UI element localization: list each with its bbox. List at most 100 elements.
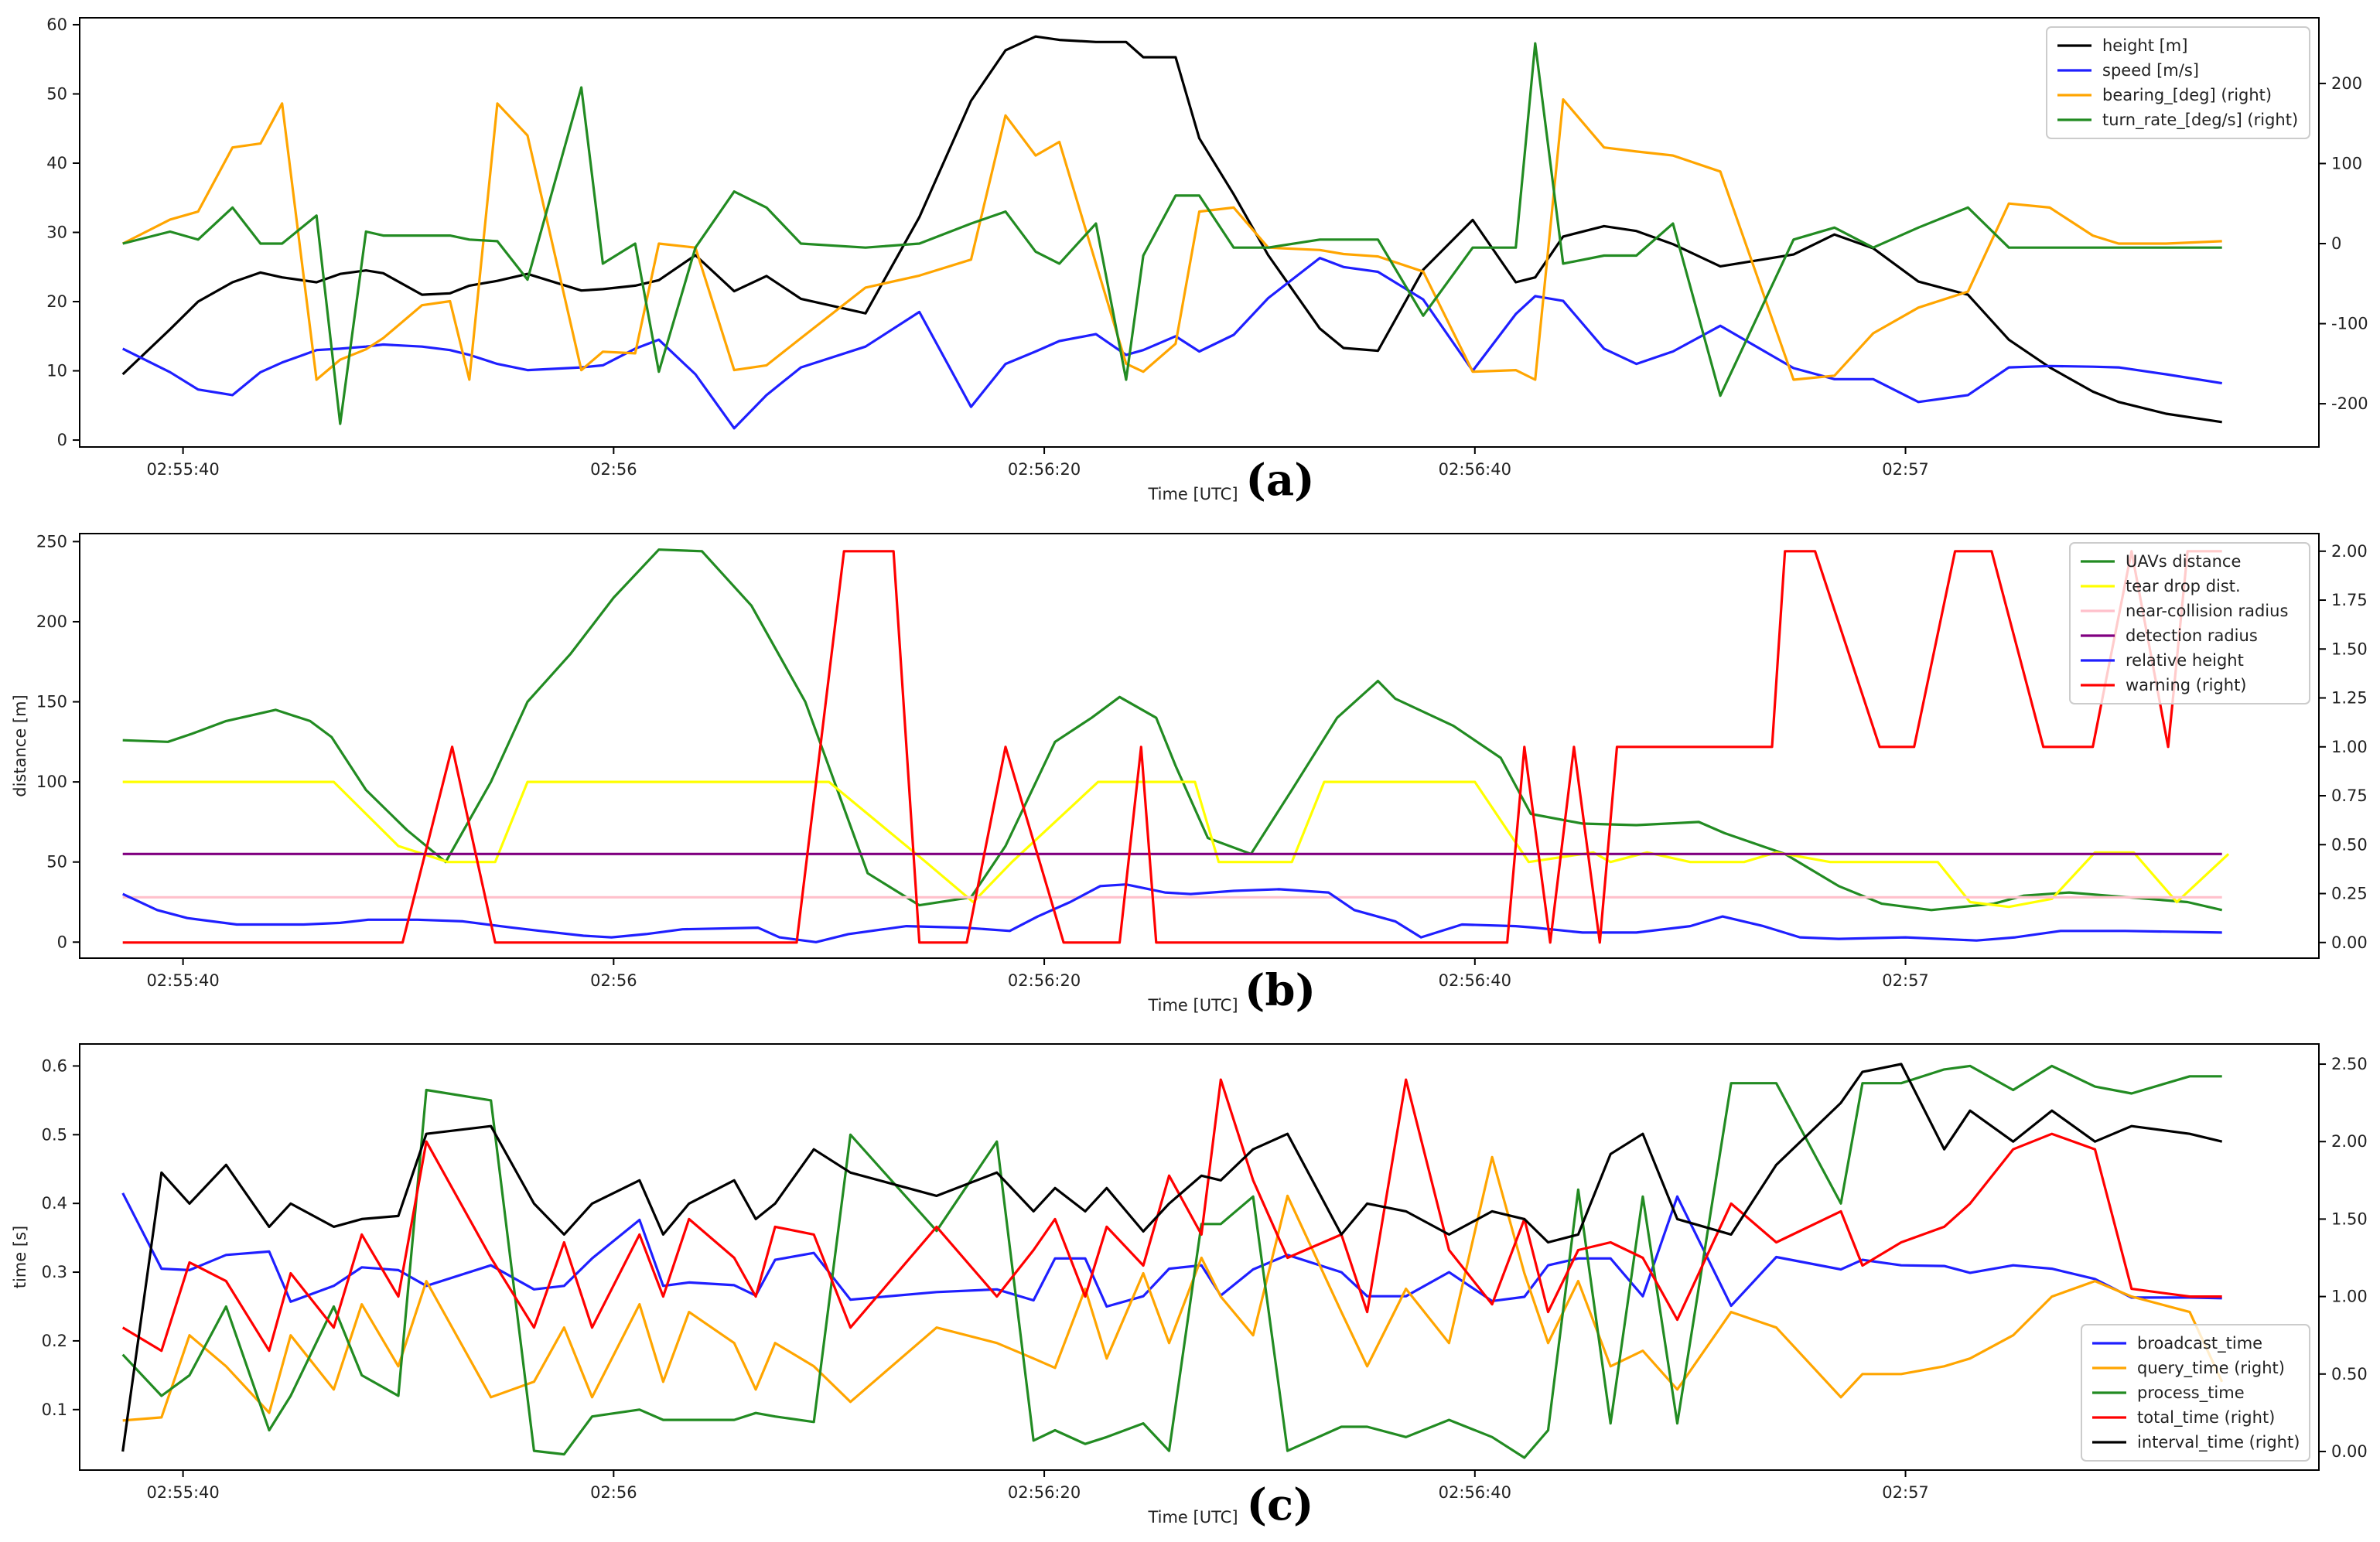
legend-label: turn_rate_[deg/s] (right) xyxy=(2102,111,2298,130)
series-line-process-time xyxy=(121,1064,2222,1459)
series-line-height-m xyxy=(121,35,2222,424)
chart-panel-1: 02:55:40 02:56 02:56:20 02:56:40 02:57 Time [… xyxy=(11,532,2368,1016)
y-tick-label: 200 xyxy=(36,612,67,631)
x-tick-label: 02:57 xyxy=(1882,971,1929,990)
y-right-tick-label: 200 xyxy=(2331,74,2362,93)
y-tick-label: 150 xyxy=(36,693,67,711)
y-tick-label: 0.3 xyxy=(42,1263,67,1281)
y-right-tick-label: 1.50 xyxy=(2331,1209,2368,1228)
x-tick-label: 02:56 xyxy=(590,460,637,479)
y-tick-label: 20 xyxy=(46,292,67,311)
series-line-uavs-distance xyxy=(122,548,2223,912)
x-tick-label: 02:56:20 xyxy=(1008,460,1081,479)
y-right-tick-label: 0.25 xyxy=(2331,885,2368,903)
legend-label: detection radius xyxy=(2126,626,2258,645)
x-axis-label: Time [UTC] xyxy=(1147,996,1238,1015)
legend-label: relative height xyxy=(2126,651,2244,670)
legend-box xyxy=(2046,26,2310,139)
series-line-total-time-right xyxy=(121,1078,2222,1353)
legend-label: total_time (right) xyxy=(2137,1408,2275,1428)
legend-box xyxy=(2081,1324,2310,1462)
y-tick-label: 0.5 xyxy=(42,1125,67,1144)
legend: UAVs distance tear drop dist. near-collisi… xyxy=(2069,542,2310,704)
y-tick-label: 40 xyxy=(46,154,67,172)
legend-label: broadcast_time xyxy=(2137,1334,2262,1353)
series-line-relative-height xyxy=(122,883,2222,943)
chart-panel-2: 02:55:40 02:56 02:56:20 02:56:40 02:57 Time [… xyxy=(11,1043,2368,1530)
x-tick-label: 02:56:40 xyxy=(1439,971,1511,990)
y-right-tick-label: 2.00 xyxy=(2331,1132,2368,1151)
y-right-tick-label: 2.00 xyxy=(2331,542,2368,561)
series-line-speed-m-s xyxy=(121,257,2222,430)
series-line-tear-drop-dist xyxy=(122,780,2230,909)
panel-label: (a) xyxy=(1245,455,1314,506)
series-line-warning-right xyxy=(122,550,2222,944)
y-right-tick-label: 1.00 xyxy=(2331,738,2368,756)
x-tick-label: 02:55:40 xyxy=(146,971,219,990)
y-right-tick-label: 1.00 xyxy=(2331,1288,2368,1306)
y-tick-label: 0.1 xyxy=(42,1400,67,1419)
x-tick-label: 02:55:40 xyxy=(146,460,219,479)
panel-label: (b) xyxy=(1245,965,1316,1016)
y-tick-label: 10 xyxy=(46,362,67,380)
legend-box xyxy=(2069,542,2310,704)
y-right-tick-label: 1.75 xyxy=(2331,591,2368,609)
y-right-tick-label: 2.50 xyxy=(2331,1055,2368,1073)
y-right-tick-label: 0.00 xyxy=(2331,933,2368,952)
plot-frame xyxy=(79,17,2320,448)
x-tick-label: 02:57 xyxy=(1882,1483,1929,1502)
y-tick-label: 100 xyxy=(36,773,67,791)
series-line-bearing-deg-right xyxy=(121,98,2222,381)
plot-frame xyxy=(79,533,2320,959)
y-tick-label: 0 xyxy=(57,431,67,449)
y-right-tick-label: 0 xyxy=(2331,234,2341,253)
legend-label: near-collision radius xyxy=(2126,602,2288,620)
legend-label: tear drop dist. xyxy=(2126,577,2241,595)
x-tick-label: 02:56:40 xyxy=(1439,460,1511,479)
x-tick-label: 02:56:20 xyxy=(1008,1483,1081,1502)
legend-label: UAVs distance xyxy=(2126,552,2241,571)
legend-label: speed [m/s] xyxy=(2102,61,2199,80)
y-axis-label: distance [m] xyxy=(11,694,29,797)
y-right-tick-label: 1.25 xyxy=(2331,689,2368,708)
legend-label: query_time (right) xyxy=(2137,1359,2285,1378)
y-right-tick-label: 0.50 xyxy=(2331,1365,2368,1383)
x-tick-label: 02:57 xyxy=(1882,460,1929,479)
y-right-tick-label: -100 xyxy=(2331,315,2368,333)
y-tick-label: 0.6 xyxy=(42,1056,67,1075)
series-line-broadcast-time xyxy=(121,1192,2222,1308)
y-tick-label: 50 xyxy=(46,853,67,872)
panel-label: (c) xyxy=(1246,1479,1313,1530)
y-tick-label: 0.4 xyxy=(42,1194,67,1213)
series-line-query-time-right xyxy=(122,1155,2224,1422)
y-right-tick-label: 0.50 xyxy=(2331,835,2368,854)
legend: height [m] speed [m/s] bearing_[deg] (righ… xyxy=(2046,26,2310,139)
y-right-tick-label: 0.00 xyxy=(2331,1442,2368,1461)
y-tick-label: 250 xyxy=(36,532,67,551)
y-right-tick-label: 0.75 xyxy=(2331,786,2368,805)
series-line-interval-time-right xyxy=(121,1063,2223,1452)
series-line-turn-rate-deg-s-right xyxy=(122,42,2222,425)
x-tick-label: 02:56 xyxy=(590,971,637,990)
y-tick-label: 30 xyxy=(46,223,67,242)
x-tick-label: 02:55:40 xyxy=(146,1483,219,1502)
plot-frame xyxy=(79,1043,2320,1471)
x-axis-label: Time [UTC] xyxy=(1147,1508,1238,1527)
x-axis-label: Time [UTC] xyxy=(1147,485,1238,503)
y-axis-label: time [s] xyxy=(11,1226,29,1288)
legend-label: height [m] xyxy=(2102,36,2187,55)
chart-panel-0: 02:55:40 02:56 02:56:20 02:56:40 02:57 Time [… xyxy=(46,15,2368,506)
x-tick-label: 02:56 xyxy=(590,1483,637,1502)
y-tick-label: 0.2 xyxy=(42,1332,67,1350)
legend-label: bearing_[deg] (right) xyxy=(2102,86,2272,105)
x-tick-label: 02:56:20 xyxy=(1008,971,1081,990)
y-tick-label: 0 xyxy=(57,933,67,951)
legend-label: interval_time (right) xyxy=(2137,1433,2300,1452)
legend: broadcast_time query_time (right) process_… xyxy=(2081,1324,2310,1462)
y-right-tick-label: 100 xyxy=(2331,154,2362,172)
y-right-tick-label: -200 xyxy=(2331,394,2368,413)
y-right-tick-label: 1.50 xyxy=(2331,640,2368,658)
y-tick-label: 60 xyxy=(46,15,67,34)
legend-label: process_time xyxy=(2137,1383,2245,1403)
